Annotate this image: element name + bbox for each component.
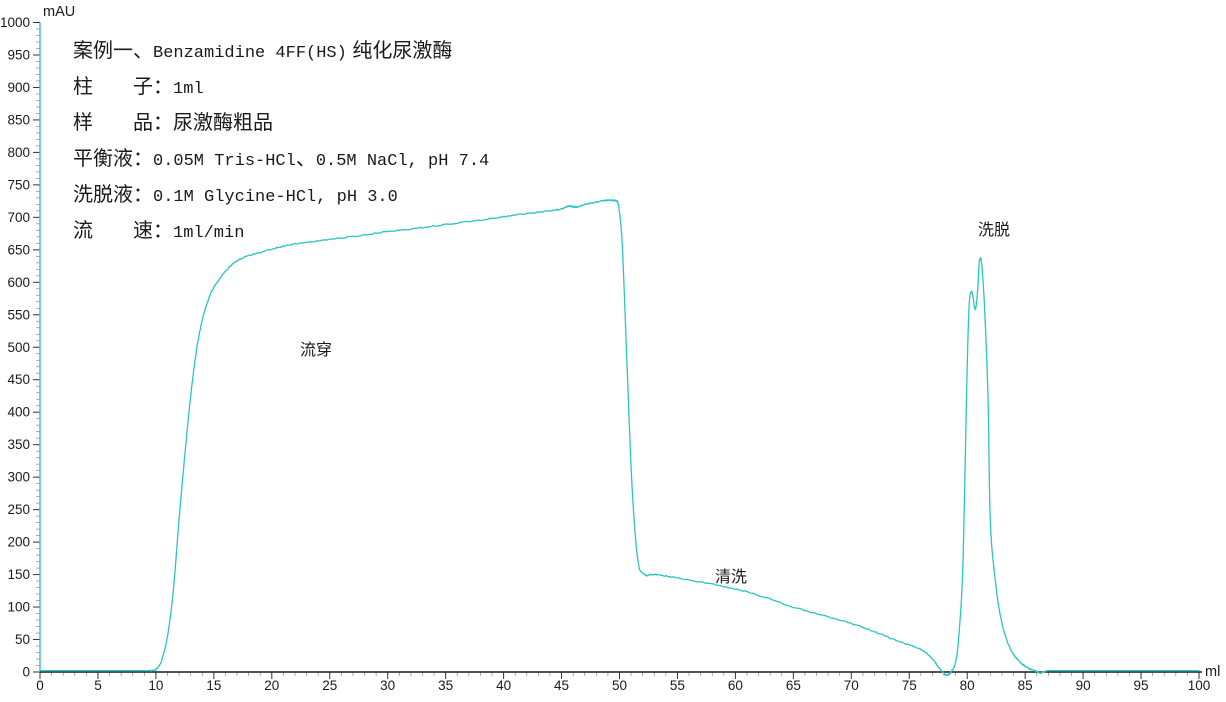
svg-text:600: 600 (7, 275, 30, 290)
svg-text:300: 300 (7, 470, 30, 485)
svg-text:30: 30 (380, 678, 395, 693)
svg-text:40: 40 (496, 678, 511, 693)
svg-text:0: 0 (36, 678, 44, 693)
svg-text:5: 5 (94, 678, 102, 693)
svg-text:650: 650 (7, 242, 30, 257)
svg-text:清洗: 清洗 (715, 568, 747, 586)
svg-text:35: 35 (438, 678, 453, 693)
svg-text:350: 350 (7, 437, 30, 452)
svg-text:950: 950 (7, 47, 30, 62)
svg-text:55: 55 (670, 678, 685, 693)
svg-text:75: 75 (902, 678, 917, 693)
svg-text:700: 700 (7, 210, 30, 225)
svg-text:150: 150 (7, 567, 30, 582)
svg-text:90: 90 (1076, 678, 1091, 693)
svg-text:15: 15 (206, 678, 221, 693)
svg-text:800: 800 (7, 145, 30, 160)
svg-text:25: 25 (322, 678, 337, 693)
svg-text:45: 45 (554, 678, 569, 693)
svg-text:20: 20 (264, 678, 279, 693)
svg-text:60: 60 (728, 678, 743, 693)
svg-text:洗脱: 洗脱 (978, 221, 1010, 239)
svg-text:mAU: mAU (43, 4, 75, 20)
svg-text:100: 100 (1188, 678, 1211, 693)
svg-text:85: 85 (1018, 678, 1033, 693)
svg-text:400: 400 (7, 405, 30, 420)
svg-text:50: 50 (15, 632, 30, 647)
svg-text:850: 850 (7, 112, 30, 127)
svg-text:900: 900 (7, 80, 30, 95)
svg-text:100: 100 (7, 600, 30, 615)
svg-text:500: 500 (7, 340, 30, 355)
svg-text:0: 0 (22, 665, 30, 680)
svg-text:流穿: 流穿 (300, 341, 332, 359)
svg-text:450: 450 (7, 372, 30, 387)
svg-text:80: 80 (960, 678, 975, 693)
svg-text:95: 95 (1134, 678, 1149, 693)
svg-text:ml: ml (1205, 664, 1220, 680)
svg-text:750: 750 (7, 177, 30, 192)
svg-text:200: 200 (7, 535, 30, 550)
svg-text:250: 250 (7, 502, 30, 517)
svg-text:550: 550 (7, 307, 30, 322)
svg-text:65: 65 (786, 678, 801, 693)
svg-text:70: 70 (844, 678, 859, 693)
svg-text:1000: 1000 (0, 15, 30, 30)
svg-text:10: 10 (148, 678, 163, 693)
svg-text:50: 50 (612, 678, 627, 693)
